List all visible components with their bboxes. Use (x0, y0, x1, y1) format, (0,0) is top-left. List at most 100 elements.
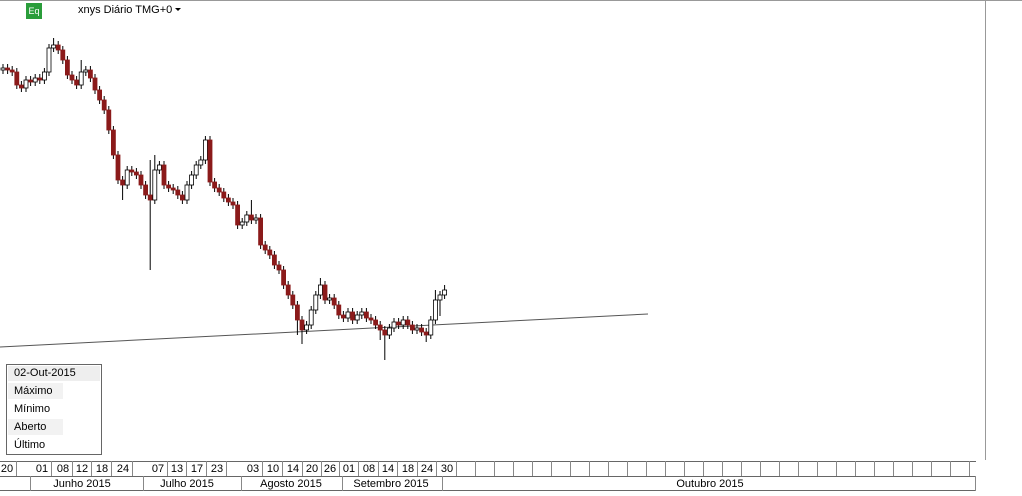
candle-body (216, 187, 222, 193)
candle-body (304, 324, 310, 331)
candle-body (124, 169, 130, 186)
candle-body (115, 154, 121, 181)
info-rows: Máximo Mínimo Aberto Último (8, 383, 63, 451)
candle-body (235, 204, 241, 226)
candle-body (340, 314, 346, 319)
day-label: 18 (402, 463, 414, 475)
candle-body (14, 71, 20, 86)
candle-body (382, 329, 388, 336)
candle-body (184, 184, 190, 201)
month-label: Setembro 2015 (353, 478, 428, 490)
candle-body (225, 197, 231, 203)
candle-body (281, 269, 287, 286)
info-label: Último (14, 438, 45, 451)
candle-body (28, 79, 34, 83)
candle-body (83, 69, 89, 73)
candle-body (299, 319, 305, 331)
candle-body (248, 214, 254, 221)
candle-body (111, 129, 116, 156)
candle-body (92, 77, 98, 91)
candle-body (271, 254, 277, 266)
candle-body (262, 244, 268, 251)
candle-body (294, 304, 300, 321)
candle-body (345, 311, 351, 319)
candle-body (230, 201, 236, 206)
day-label: 14 (382, 463, 394, 475)
info-label: Mínimo (14, 403, 50, 415)
candle-body (143, 184, 149, 196)
day-label: 13 (171, 463, 183, 475)
candle-body (396, 321, 402, 326)
day-label: 12 (76, 463, 88, 475)
day-label: 01 (36, 463, 48, 475)
day-label: 18 (96, 463, 108, 475)
info-date: 02-Out-2015 (14, 367, 76, 379)
day-label: 14 (287, 463, 299, 475)
candle-body (317, 284, 323, 296)
candle-body (202, 139, 208, 161)
candle-body (359, 311, 365, 316)
candle-body (267, 249, 273, 256)
day-label: 24 (421, 463, 433, 475)
day-label: 24 (117, 463, 129, 475)
candle-body (9, 69, 15, 73)
day-label: 08 (363, 463, 375, 475)
symbol-title[interactable]: xnys Diário TMG+0 (78, 4, 172, 16)
candle-body (42, 71, 47, 81)
candle-body (386, 327, 392, 336)
candle-body (60, 49, 66, 61)
candle-body (409, 324, 415, 331)
day-label: 23 (211, 463, 223, 475)
dropdown-arrow[interactable] (175, 8, 181, 11)
candle-body (170, 187, 176, 191)
day-label: 08 (57, 463, 69, 475)
candle-body (133, 171, 139, 176)
candle-body (442, 289, 448, 296)
candle-body (423, 331, 429, 336)
day-label: 30 (441, 463, 453, 475)
candle-body (276, 264, 282, 271)
day-label: 01 (343, 463, 355, 475)
candle-body (51, 44, 56, 49)
candle-body (69, 74, 75, 81)
candle-body (239, 221, 245, 226)
candle-body (88, 69, 93, 79)
day-label: 17 (191, 463, 203, 475)
info-row-bg (8, 419, 63, 435)
candle-body (18, 84, 24, 89)
candle-body (189, 174, 195, 186)
day-label: 03 (247, 463, 259, 475)
app-icon[interactable] (26, 3, 42, 19)
candle-body (198, 159, 204, 166)
candle-body (212, 181, 218, 189)
info-label: Aberto (14, 421, 46, 433)
day-label: 20 (306, 463, 318, 475)
candle-body (253, 217, 259, 221)
candle-body (101, 99, 107, 111)
trend-line (0, 313, 649, 348)
candle-body (437, 294, 443, 301)
candle-body (74, 79, 79, 86)
candle-body (97, 89, 102, 101)
candle-body (313, 294, 319, 311)
candle-body (400, 319, 406, 326)
candle-body (46, 47, 52, 73)
candle-body (285, 284, 291, 296)
candle-body (129, 169, 135, 173)
candle-body (327, 297, 333, 301)
candle-body (432, 299, 438, 321)
candle-body (23, 79, 29, 89)
candle-body (290, 294, 296, 306)
month-label: Outubro 2015 (676, 478, 743, 490)
candle-body (207, 139, 213, 183)
candle-body (363, 311, 369, 319)
candle-body (55, 44, 61, 51)
day-label: 07 (152, 463, 164, 475)
candles (0, 38, 448, 360)
info-row-bg (8, 366, 100, 381)
candle-body (331, 297, 337, 306)
day-label: 20 (1, 463, 13, 475)
month-label: Julho 2015 (160, 478, 214, 490)
candle-body (336, 304, 342, 316)
